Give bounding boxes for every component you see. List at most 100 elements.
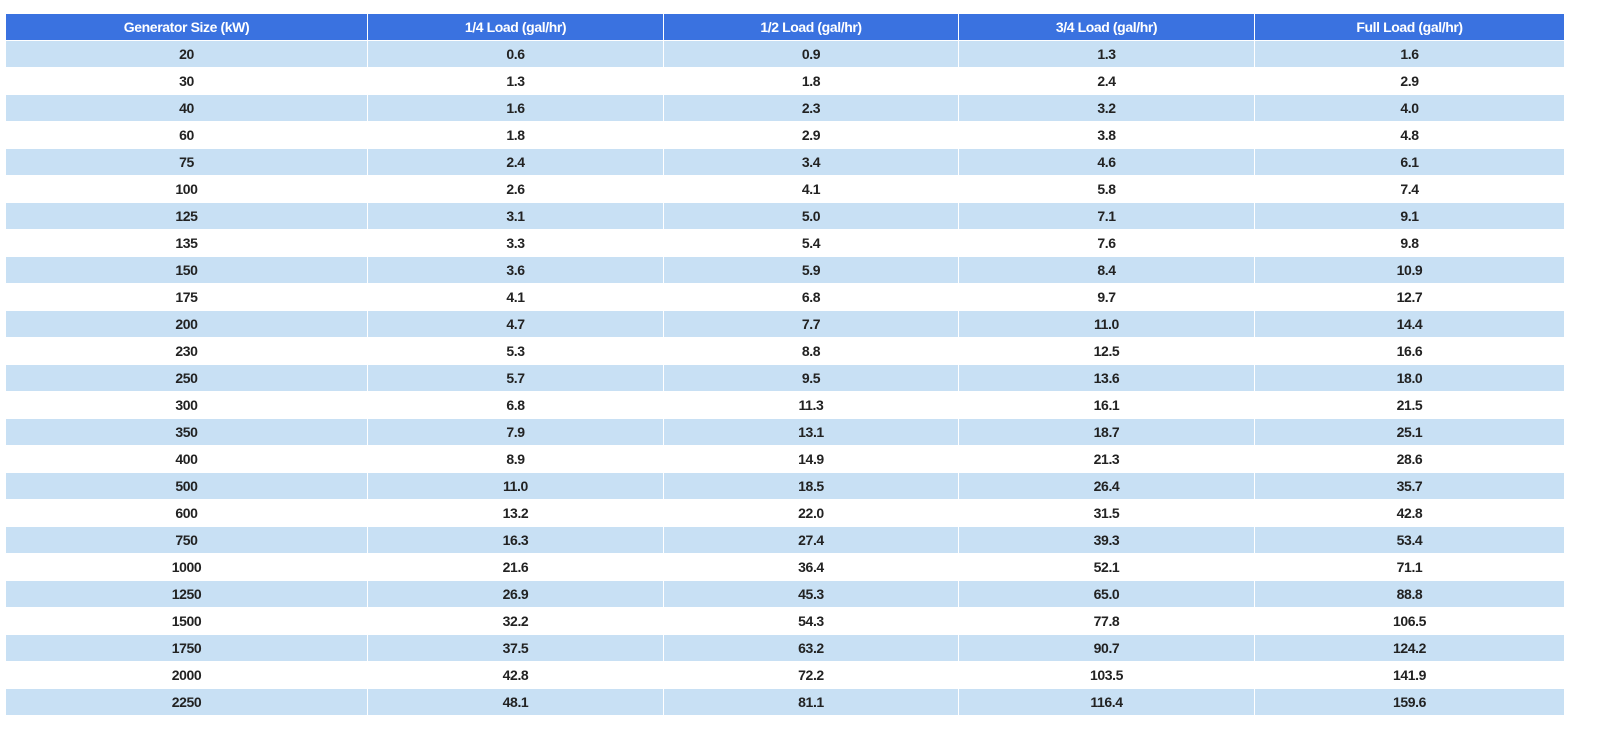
table-cell: 8.4 bbox=[959, 257, 1254, 283]
table-cell: 21.3 bbox=[959, 446, 1254, 472]
table-cell: 14.4 bbox=[1255, 311, 1564, 337]
table-row: 1750 37.5 63.2 90.7 124.2 bbox=[6, 635, 1564, 661]
table-cell: 11.0 bbox=[959, 311, 1254, 337]
table-cell: 1.3 bbox=[959, 41, 1254, 67]
table-header: Generator Size (kW) 1/4 Load (gal/hr) 1/2 … bbox=[6, 14, 1564, 40]
table-cell: 600 bbox=[6, 500, 367, 526]
table-cell: 45.3 bbox=[664, 581, 958, 607]
table-cell: 21.6 bbox=[368, 554, 663, 580]
table-row: 20 0.6 0.9 1.3 1.6 bbox=[6, 41, 1564, 67]
table-cell: 12.5 bbox=[959, 338, 1254, 364]
table-row: 500 11.0 18.5 26.4 35.7 bbox=[6, 473, 1564, 499]
table-cell: 3.1 bbox=[368, 203, 663, 229]
table-row: 2000 42.8 72.2 103.5 141.9 bbox=[6, 662, 1564, 688]
table-cell: 88.8 bbox=[1255, 581, 1564, 607]
table-cell: 300 bbox=[6, 392, 367, 418]
table-cell: 39.3 bbox=[959, 527, 1254, 553]
table-row: 125 3.1 5.0 7.1 9.1 bbox=[6, 203, 1564, 229]
table-cell: 53.4 bbox=[1255, 527, 1564, 553]
table-cell: 63.2 bbox=[664, 635, 958, 661]
table-cell: 75 bbox=[6, 149, 367, 175]
table-cell: 4.1 bbox=[368, 284, 663, 310]
column-header: Generator Size (kW) bbox=[6, 14, 367, 40]
table-cell: 9.8 bbox=[1255, 230, 1564, 256]
table-cell: 2.4 bbox=[959, 68, 1254, 94]
table-cell: 20 bbox=[6, 41, 367, 67]
table-cell: 7.4 bbox=[1255, 176, 1564, 202]
table-row: 750 16.3 27.4 39.3 53.4 bbox=[6, 527, 1564, 553]
table-cell: 32.2 bbox=[368, 608, 663, 634]
table-cell: 7.9 bbox=[368, 419, 663, 445]
table-cell: 71.1 bbox=[1255, 554, 1564, 580]
table-cell: 16.1 bbox=[959, 392, 1254, 418]
table-cell: 13.6 bbox=[959, 365, 1254, 391]
table-cell: 6.8 bbox=[664, 284, 958, 310]
table-cell: 3.6 bbox=[368, 257, 663, 283]
table-row: 2250 48.1 81.1 116.4 159.6 bbox=[6, 689, 1564, 715]
table-cell: 26.9 bbox=[368, 581, 663, 607]
table-cell: 3.3 bbox=[368, 230, 663, 256]
column-header: 1/2 Load (gal/hr) bbox=[664, 14, 958, 40]
table-cell: 30 bbox=[6, 68, 367, 94]
column-header: 1/4 Load (gal/hr) bbox=[368, 14, 663, 40]
table-cell: 8.9 bbox=[368, 446, 663, 472]
table-cell: 0.6 bbox=[368, 41, 663, 67]
header-row: Generator Size (kW) 1/4 Load (gal/hr) 1/2 … bbox=[6, 14, 1564, 40]
table-cell: 11.0 bbox=[368, 473, 663, 499]
table-row: 300 6.8 11.3 16.1 21.5 bbox=[6, 392, 1564, 418]
table-row: 100 2.6 4.1 5.8 7.4 bbox=[6, 176, 1564, 202]
table-row: 1250 26.9 45.3 65.0 88.8 bbox=[6, 581, 1564, 607]
table-cell: 25.1 bbox=[1255, 419, 1564, 445]
table-row: 1000 21.6 36.4 52.1 71.1 bbox=[6, 554, 1564, 580]
table-cell: 42.8 bbox=[1255, 500, 1564, 526]
table-cell: 9.5 bbox=[664, 365, 958, 391]
table-cell: 0.9 bbox=[664, 41, 958, 67]
table-cell: 750 bbox=[6, 527, 367, 553]
table-row: 75 2.4 3.4 4.6 6.1 bbox=[6, 149, 1564, 175]
table-cell: 2.9 bbox=[1255, 68, 1564, 94]
table-cell: 100 bbox=[6, 176, 367, 202]
table-cell: 1250 bbox=[6, 581, 367, 607]
table-cell: 36.4 bbox=[664, 554, 958, 580]
table-cell: 16.6 bbox=[1255, 338, 1564, 364]
table-cell: 4.7 bbox=[368, 311, 663, 337]
table-cell: 26.4 bbox=[959, 473, 1254, 499]
table-cell: 106.5 bbox=[1255, 608, 1564, 634]
table-cell: 81.1 bbox=[664, 689, 958, 715]
table-cell: 9.1 bbox=[1255, 203, 1564, 229]
table-cell: 54.3 bbox=[664, 608, 958, 634]
table-row: 600 13.2 22.0 31.5 42.8 bbox=[6, 500, 1564, 526]
table-cell: 2000 bbox=[6, 662, 367, 688]
table-row: 230 5.3 8.8 12.5 16.6 bbox=[6, 338, 1564, 364]
table-cell: 35.7 bbox=[1255, 473, 1564, 499]
column-header: Full Load (gal/hr) bbox=[1255, 14, 1564, 40]
table-cell: 48.1 bbox=[368, 689, 663, 715]
table-cell: 7.1 bbox=[959, 203, 1254, 229]
table-cell: 2.4 bbox=[368, 149, 663, 175]
table-cell: 350 bbox=[6, 419, 367, 445]
table-cell: 12.7 bbox=[1255, 284, 1564, 310]
table-cell: 11.3 bbox=[664, 392, 958, 418]
table-cell: 3.2 bbox=[959, 95, 1254, 121]
table-cell: 42.8 bbox=[368, 662, 663, 688]
table-cell: 4.6 bbox=[959, 149, 1254, 175]
table-cell: 5.3 bbox=[368, 338, 663, 364]
table-row: 350 7.9 13.1 18.7 25.1 bbox=[6, 419, 1564, 445]
table-row: 40 1.6 2.3 3.2 4.0 bbox=[6, 95, 1564, 121]
table-cell: 1.6 bbox=[1255, 41, 1564, 67]
table-cell: 40 bbox=[6, 95, 367, 121]
table-cell: 10.9 bbox=[1255, 257, 1564, 283]
table-cell: 3.8 bbox=[959, 122, 1254, 148]
table-cell: 18.5 bbox=[664, 473, 958, 499]
table-cell: 5.4 bbox=[664, 230, 958, 256]
table-cell: 1.8 bbox=[664, 68, 958, 94]
table-cell: 230 bbox=[6, 338, 367, 364]
table-cell: 65.0 bbox=[959, 581, 1254, 607]
table-cell: 52.1 bbox=[959, 554, 1254, 580]
table-cell: 9.7 bbox=[959, 284, 1254, 310]
table-cell: 6.8 bbox=[368, 392, 663, 418]
table-row: 60 1.8 2.9 3.8 4.8 bbox=[6, 122, 1564, 148]
table-cell: 1750 bbox=[6, 635, 367, 661]
table-cell: 103.5 bbox=[959, 662, 1254, 688]
table-cell: 4.1 bbox=[664, 176, 958, 202]
